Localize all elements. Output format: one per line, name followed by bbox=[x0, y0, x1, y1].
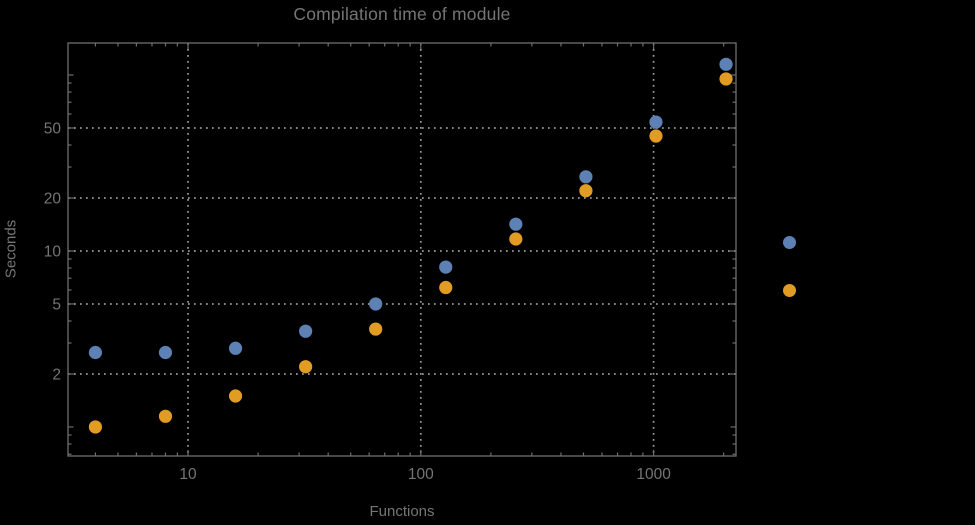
data-point-blue bbox=[719, 57, 733, 71]
data-point-orange bbox=[649, 129, 663, 143]
data-point-orange bbox=[439, 280, 453, 295]
y-tick-label: 50 bbox=[44, 120, 62, 137]
data-point-blue bbox=[579, 170, 593, 184]
chart-title: Compilation time of module bbox=[293, 4, 511, 24]
data-point-blue bbox=[649, 115, 663, 129]
y-tick-label: 2 bbox=[52, 366, 61, 383]
data-point-blue bbox=[158, 345, 173, 360]
y-tick-label: 20 bbox=[44, 191, 62, 208]
data-point-orange bbox=[369, 322, 383, 336]
data-point-orange bbox=[719, 72, 733, 86]
data-point-blue bbox=[369, 297, 383, 311]
data-point-orange bbox=[299, 360, 313, 374]
data-point-blue bbox=[228, 341, 243, 355]
data-point-orange bbox=[579, 184, 593, 198]
data-point-orange bbox=[88, 420, 103, 434]
legend-marker-orange bbox=[782, 283, 796, 297]
y-axis-title: Seconds bbox=[2, 219, 20, 279]
x-tick-label: 1000 bbox=[636, 466, 671, 483]
x-tick-label: 10 bbox=[179, 466, 197, 483]
x-axis-title: Functions bbox=[369, 503, 435, 520]
data-point-orange bbox=[158, 409, 173, 423]
data-point-blue bbox=[509, 217, 523, 231]
legend-marker-blue bbox=[782, 235, 796, 249]
data-point-orange bbox=[509, 232, 523, 246]
x-tick-label: 100 bbox=[408, 466, 434, 483]
data-point-blue bbox=[439, 260, 453, 274]
data-point-blue bbox=[299, 324, 313, 338]
data-point-orange bbox=[228, 389, 243, 403]
y-tick-label: 5 bbox=[52, 296, 61, 313]
plot-frame bbox=[67, 42, 737, 457]
y-tick-label: 10 bbox=[44, 243, 62, 260]
data-point-blue bbox=[88, 345, 103, 360]
